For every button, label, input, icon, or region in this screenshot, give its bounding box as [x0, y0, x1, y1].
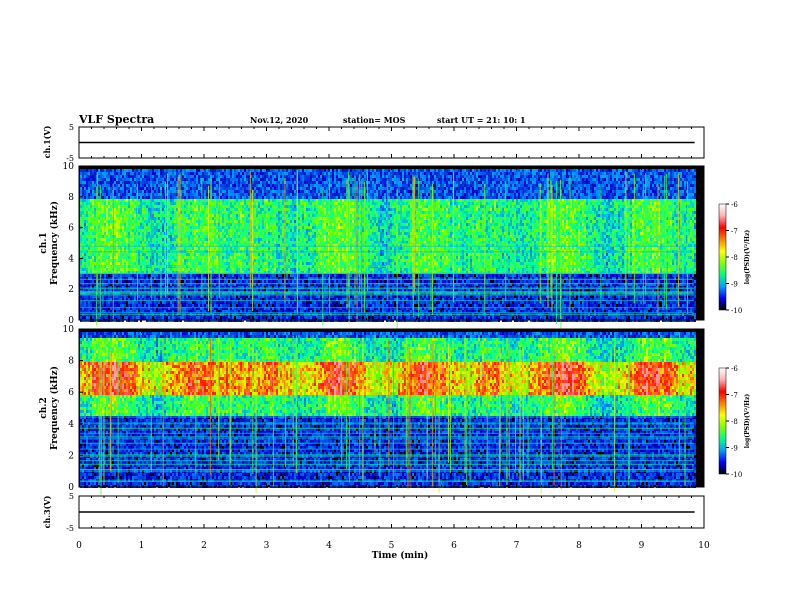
ch2-spectrogram-ytick-label: 8 [68, 357, 74, 367]
ch1-spectrogram-ytick-label: 10 [63, 162, 75, 172]
ch2-spectrogram-colorbar-tick-label: -9 [731, 445, 738, 453]
ch3-voltage-ylabel: ch.3(V) [42, 495, 52, 528]
ch1-spectrogram-colorbar-tick-label: -6 [731, 201, 738, 209]
ch2-spectrogram-ylabel-prefix: ch.2 [39, 397, 49, 418]
ch2-spectrogram-colorbar-tick-label: -7 [731, 392, 738, 400]
ch2-spectrogram-colorbar-tick-label: -10 [731, 471, 742, 479]
x-tick-label: 6 [451, 541, 457, 551]
ch1-spectrogram-ytick-label: 6 [68, 224, 74, 234]
ch1-voltage-ylabel: ch.1(V) [42, 125, 52, 158]
ch2-spectrogram-ytick-label: 4 [68, 420, 74, 430]
ch2-spectrogram-colorbar-tick-label: -8 [731, 418, 738, 426]
ch1-spectrogram-colorbar [719, 204, 726, 310]
ch1-spectrogram-ytick-label: 4 [68, 254, 74, 264]
ch2-spectrogram-image [79, 329, 704, 495]
x-tick-label: 7 [514, 541, 520, 551]
ch2-spectrogram-ytick-label: 6 [68, 388, 74, 398]
x-tick-label: 9 [639, 541, 645, 551]
ch1-voltage-ytick-label: 5 [69, 123, 74, 132]
x-axis-label: Time (min) [372, 550, 429, 561]
ch2-spectrogram-ylabel: Frequency (kHz) [49, 366, 60, 450]
x-tick-label: 1 [139, 541, 145, 551]
ch1-spectrogram-ylabel-prefix: ch.1 [39, 232, 49, 253]
ch1-spectrogram-ylabel: Frequency (kHz) [49, 201, 60, 285]
ch1-spectrogram-colorbar-tick-label: -8 [731, 254, 738, 262]
x-tick-label: 4 [326, 541, 332, 551]
ch1-spectrogram-colorbar-label: log(PSD)(V²/Hz) [744, 230, 751, 285]
ch1-spectrogram-colorbar-tick-label: -10 [731, 307, 742, 315]
ch2-spectrogram-ytick-label: 10 [63, 325, 75, 335]
ch1-spectrogram-colorbar-tick-label: -7 [731, 228, 738, 236]
ch3-voltage-ytick-label: 5 [69, 492, 74, 501]
x-tick-label: 8 [576, 541, 582, 551]
x-tick-label: 3 [264, 541, 270, 551]
ch3-voltage-ytick-label: -5 [66, 524, 74, 533]
ch1-spectrogram-image [79, 166, 704, 330]
ch2-spectrogram-ytick-label: 2 [68, 451, 74, 461]
x-tick-label: 10 [698, 541, 710, 551]
ch1-spectrogram-ytick-label: 8 [68, 193, 74, 203]
ch1-spectrogram-colorbar-tick-label: -9 [731, 281, 738, 289]
ch2-spectrogram-colorbar-label: log(PSD)(V²/Hz) [744, 394, 751, 449]
x-tick-label: 5 [389, 541, 395, 551]
ch2-spectrogram-colorbar-tick-label: -6 [731, 365, 738, 373]
x-tick-label: 0 [76, 541, 82, 551]
ch1-spectrogram-ytick-label: 2 [68, 285, 74, 295]
x-tick-label: 2 [201, 541, 207, 551]
ch2-spectrogram-colorbar [719, 368, 726, 474]
